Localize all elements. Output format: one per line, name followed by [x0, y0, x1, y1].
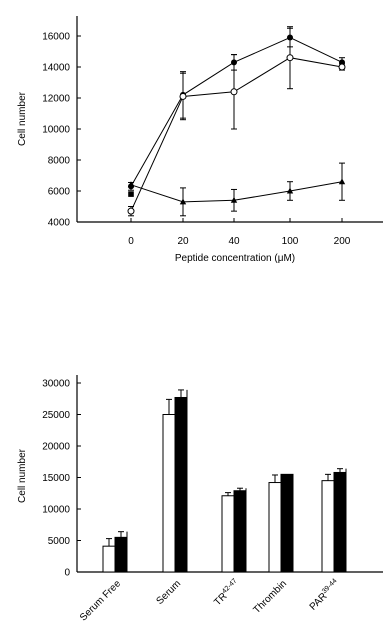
y-tick-label: 6000	[48, 187, 71, 198]
bar	[162, 414, 176, 573]
x-axis-label: Peptide concentration (μM)	[175, 253, 295, 264]
x-tick-label: 200	[334, 236, 351, 247]
data-point	[286, 187, 294, 194]
y-tick-label: 30000	[42, 379, 70, 390]
bar	[321, 480, 335, 573]
bar	[102, 545, 116, 573]
y-tick-label: 10000	[42, 505, 70, 516]
series-filled-triangle	[127, 162, 346, 217]
x-tick-label-text: Serum	[155, 578, 184, 607]
bar	[268, 482, 282, 573]
bar-chart-treatments: 0 5000 10000 15000 20000 25000 30000 Cell numbe…	[17, 375, 383, 623]
series-line	[130, 181, 343, 203]
series-filled-square	[128, 191, 134, 197]
data-point	[230, 196, 238, 203]
series-filled-circle	[128, 27, 345, 191]
series-open-circle	[127, 26, 346, 217]
bar	[233, 490, 247, 573]
data-point	[179, 92, 187, 100]
x-tick-label: 100	[282, 236, 299, 247]
y-tick-label: 14000	[42, 63, 70, 74]
data-point	[338, 63, 346, 71]
bar	[114, 536, 128, 573]
y-tick-label: 0	[64, 568, 70, 579]
series-line	[130, 57, 343, 212]
bar	[174, 396, 188, 573]
bar	[280, 473, 294, 573]
x-tick-label: Serum Free	[78, 578, 123, 623]
y-tick-label: 20000	[42, 442, 70, 453]
y-tick-label: 8000	[48, 156, 71, 167]
line-chart-peptide-concentration: 4000 6000 8000 10000 12000 14000 16000 0 20 40 100…	[17, 16, 383, 264]
bar	[221, 495, 235, 573]
x-tick-label: 0	[128, 236, 134, 247]
y-tick-label: 4000	[48, 218, 71, 229]
y-tick-label: 15000	[42, 473, 70, 484]
y-tick-label: 16000	[42, 32, 70, 43]
data-point	[286, 54, 294, 62]
x-tick-label: 40	[228, 236, 240, 247]
x-tick-label: TR42-47	[212, 578, 243, 609]
x-tick-label: 20	[177, 236, 189, 247]
y-tick-label: 12000	[42, 94, 70, 105]
x-tick-label: Serum	[155, 578, 184, 607]
bar	[333, 471, 347, 573]
x-tick-label: PAR39-44	[307, 578, 342, 613]
x-tick-label: Thrombin	[251, 578, 289, 616]
x-tick-label-text: Serum Free	[78, 578, 123, 623]
data-point	[230, 88, 238, 96]
y-tick-label: 25000	[42, 410, 70, 421]
x-tick-label-superscript: 42-47	[221, 578, 239, 596]
y-axis-label: Cell number	[17, 91, 28, 146]
y-axis-label: Cell number	[17, 448, 28, 503]
data-point	[127, 181, 135, 188]
x-tick-label-superscript: 39-44	[321, 578, 339, 596]
y-tick-label: 5000	[48, 536, 71, 547]
y-tick-label: 10000	[42, 125, 70, 136]
x-tick-label-text: Thrombin	[251, 578, 289, 616]
data-point	[127, 207, 135, 215]
data-point	[128, 191, 134, 197]
data-point	[338, 178, 346, 185]
data-point	[179, 198, 187, 205]
series-line	[130, 36, 343, 187]
